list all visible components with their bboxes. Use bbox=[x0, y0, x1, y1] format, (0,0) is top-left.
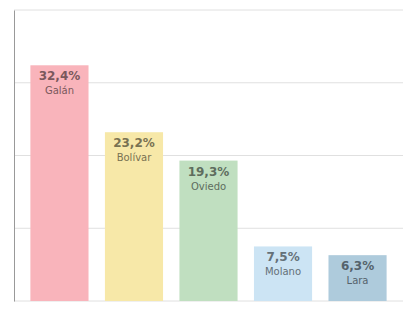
data-label: 19,3% bbox=[188, 165, 230, 179]
bar bbox=[179, 161, 237, 301]
plot: 32,4% 23,2% 19,3% 7,5% 6,3% Galán Bolívar Ovied… bbox=[14, 10, 403, 302]
grid-line bbox=[14, 10, 403, 11]
category-label: Galán bbox=[45, 85, 74, 96]
bar bbox=[328, 255, 386, 301]
y-axis bbox=[14, 11, 15, 302]
data-label: 23,2% bbox=[113, 136, 155, 150]
labels: 32,4% 23,2% 19,3% 7,5% 6,3% Galán Bolívar Ovied… bbox=[39, 69, 375, 286]
bar bbox=[30, 65, 88, 301]
bar bbox=[105, 132, 163, 301]
grid bbox=[14, 10, 403, 301]
bars bbox=[30, 65, 386, 301]
category-label: Molano bbox=[265, 266, 301, 277]
category-label: Lara bbox=[347, 275, 369, 286]
data-label: 32,4% bbox=[39, 69, 81, 83]
category-label: Oviedo bbox=[191, 181, 226, 192]
data-label: 7,5% bbox=[266, 250, 299, 264]
bar bbox=[254, 246, 312, 301]
data-label: 6,3% bbox=[341, 259, 374, 273]
chart: 32,4% 23,2% 19,3% 7,5% 6,3% Galán Bolívar Ovied… bbox=[0, 0, 413, 311]
category-label: Bolívar bbox=[117, 152, 153, 163]
y-axis-line bbox=[14, 11, 15, 302]
